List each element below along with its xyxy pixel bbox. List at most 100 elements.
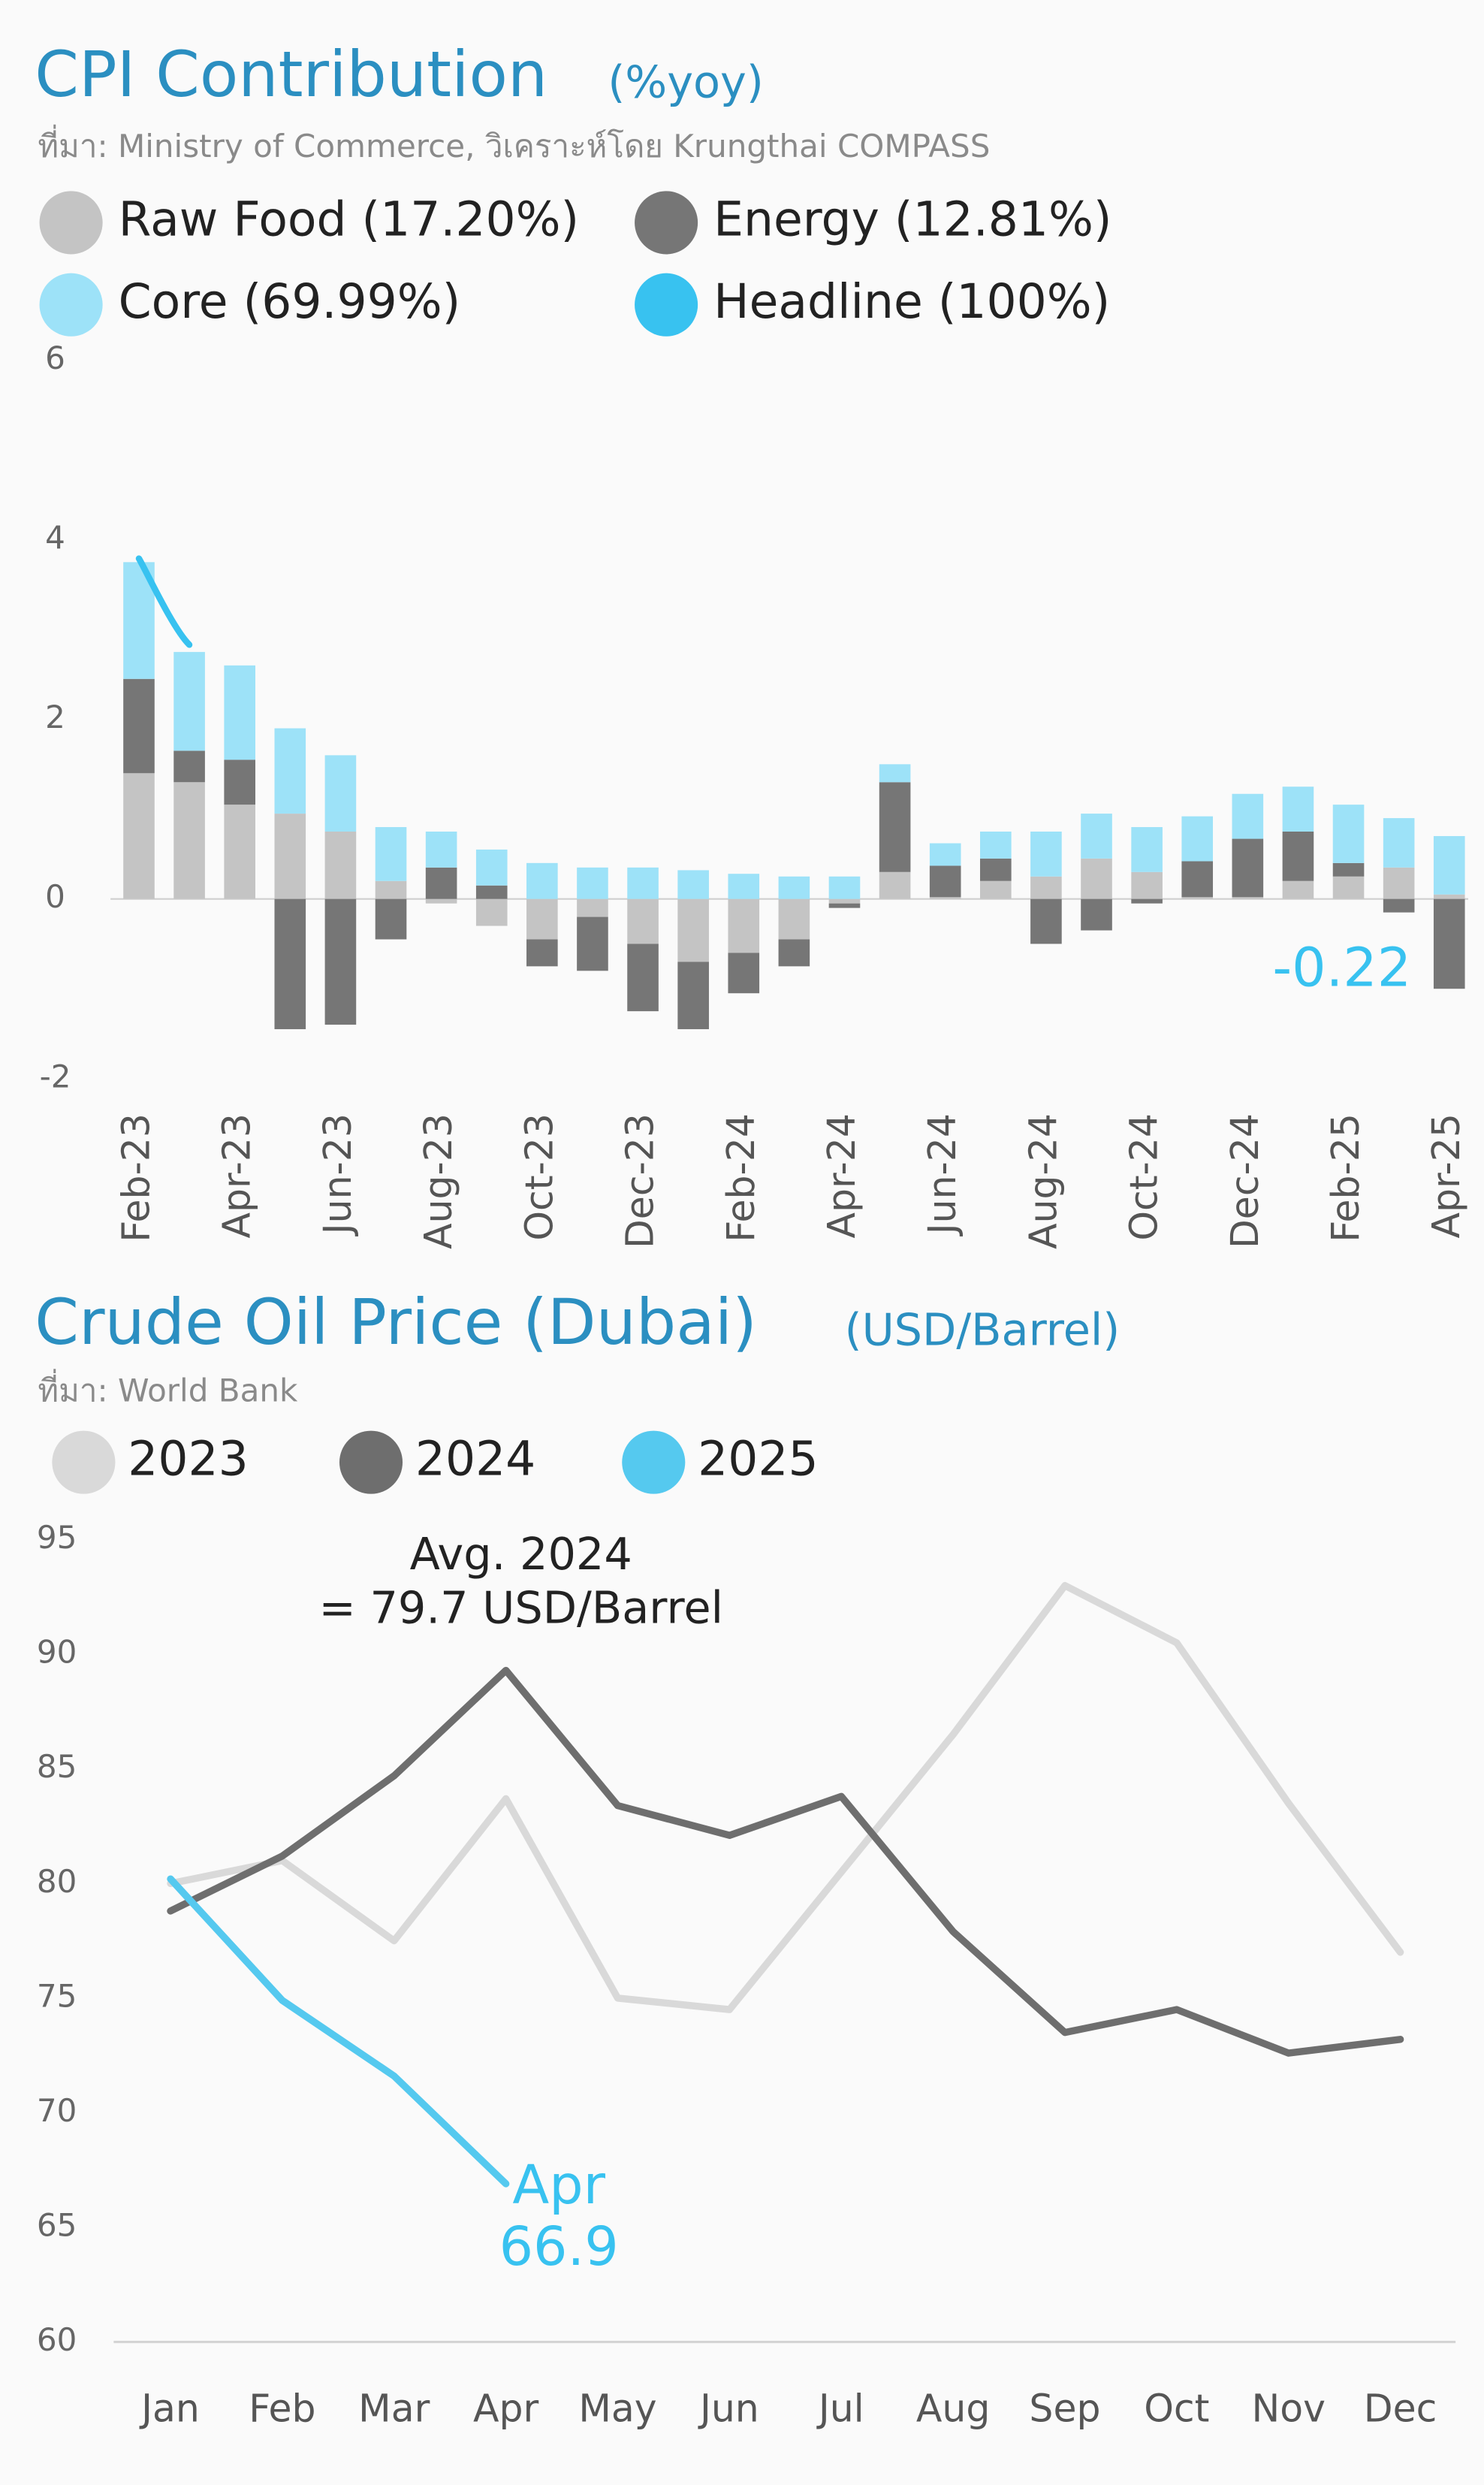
legend-swatch bbox=[39, 191, 103, 255]
x-tick-label: Feb-23 bbox=[113, 1113, 158, 1242]
y-tick-label: 95 bbox=[37, 1519, 77, 1556]
legend-label: Headline (100%) bbox=[713, 273, 1110, 329]
chart-title: Crude Oil Price (Dubai) bbox=[35, 1285, 757, 1359]
bar-segment bbox=[778, 939, 810, 967]
bar-segment bbox=[475, 885, 508, 899]
x-tick-label: Jul bbox=[816, 2387, 864, 2431]
bar-segment bbox=[425, 898, 457, 904]
x-tick-label: May bbox=[578, 2387, 656, 2431]
legend-swatch bbox=[635, 191, 698, 255]
y-tick-label: 75 bbox=[37, 1977, 77, 2014]
bar-segment bbox=[828, 898, 861, 904]
bar-segment bbox=[375, 898, 407, 940]
bar-segment bbox=[1081, 898, 1112, 931]
bar-segment bbox=[879, 782, 911, 872]
x-tick-label: Oct bbox=[1144, 2387, 1209, 2431]
bar-segment bbox=[1383, 867, 1415, 899]
x-tick-label: Mar bbox=[358, 2387, 430, 2431]
x-tick-label: Oct-24 bbox=[1122, 1113, 1166, 1241]
legend-swatch bbox=[339, 1430, 403, 1494]
bar-segment bbox=[526, 862, 558, 899]
bar-segment bbox=[1383, 898, 1415, 913]
bar-segment bbox=[627, 898, 659, 944]
y-tick-label: -2 bbox=[40, 1058, 71, 1095]
bar-segment bbox=[728, 874, 760, 899]
bar-segment bbox=[1433, 894, 1465, 899]
bar-segment bbox=[123, 773, 155, 899]
bar-segment bbox=[1433, 898, 1465, 989]
y-tick-label: 0 bbox=[45, 878, 65, 915]
bar-segment bbox=[627, 944, 659, 1012]
annotation: Avg. 2024 bbox=[410, 1528, 632, 1580]
chart-title: CPI Contribution bbox=[35, 38, 547, 111]
bar-segment bbox=[929, 897, 961, 899]
x-tick-label: Dec-23 bbox=[618, 1113, 662, 1249]
bar-segment bbox=[173, 782, 205, 899]
bar-segment bbox=[425, 831, 457, 868]
bar-segment bbox=[1181, 816, 1214, 862]
bar-segment bbox=[1081, 814, 1112, 859]
bar-segment bbox=[879, 871, 911, 899]
annotation: Apr bbox=[512, 2154, 605, 2216]
x-tick-label: Jun bbox=[698, 2387, 759, 2431]
x-tick-label: Aug bbox=[916, 2387, 990, 2431]
bar-segment bbox=[274, 898, 306, 1030]
bar-segment bbox=[677, 870, 709, 899]
x-tick-label: Jun-23 bbox=[315, 1113, 360, 1236]
bar-segment bbox=[677, 898, 709, 962]
bar-segment bbox=[778, 898, 810, 940]
x-tick-label: Feb bbox=[249, 2387, 315, 2431]
bar-segment bbox=[1332, 805, 1365, 863]
bar-segment bbox=[1181, 861, 1214, 898]
bar-segment bbox=[375, 880, 407, 899]
bar-segment bbox=[1332, 876, 1365, 899]
bar-segment bbox=[828, 876, 861, 899]
series-line bbox=[135, 555, 193, 648]
bar-segment bbox=[475, 898, 508, 926]
bar-segment bbox=[627, 867, 659, 899]
x-tick-label: Apr bbox=[473, 2387, 539, 2431]
y-tick-label: 4 bbox=[45, 519, 65, 556]
legend-swatch bbox=[39, 273, 103, 337]
legend-label: Raw Food (17.20%) bbox=[119, 191, 579, 246]
y-tick-label: 70 bbox=[37, 2092, 77, 2129]
bar-segment bbox=[1232, 897, 1264, 899]
bar-segment bbox=[879, 764, 911, 783]
legend-label: Core (69.99%) bbox=[119, 273, 461, 329]
legend-swatch bbox=[52, 1430, 116, 1494]
annotation: = 79.7 USD/Barrel bbox=[318, 1581, 722, 1633]
bar-segment bbox=[577, 867, 608, 899]
chart-subtitle: (%yoy) bbox=[608, 56, 764, 108]
legend-swatch bbox=[635, 273, 698, 337]
y-tick-label: 6 bbox=[45, 340, 65, 376]
x-tick-label: Jan bbox=[139, 2387, 200, 2431]
source-note: ที่มา: World Bank bbox=[38, 1369, 298, 1409]
bar-segment bbox=[173, 750, 205, 783]
x-tick-label: Feb-25 bbox=[1323, 1113, 1368, 1242]
bar-segment bbox=[1232, 793, 1264, 839]
annotation: -0.22 bbox=[1272, 936, 1411, 998]
bar-segment bbox=[1030, 898, 1062, 944]
bar-segment bbox=[1081, 858, 1112, 899]
bar-segment bbox=[324, 898, 357, 1025]
bar-segment bbox=[1131, 871, 1163, 899]
source-note: ที่มา: Ministry of Commerce, วิเคราะห์โด… bbox=[38, 125, 990, 165]
x-tick-label: Apr-23 bbox=[215, 1113, 259, 1238]
x-tick-label: Feb-24 bbox=[719, 1113, 763, 1242]
bar-segment bbox=[979, 880, 1012, 899]
bar-segment bbox=[728, 953, 760, 994]
x-tick-label: Aug-24 bbox=[1021, 1113, 1065, 1249]
bar-segment bbox=[475, 849, 508, 886]
legend-label: 2024 bbox=[415, 1431, 535, 1487]
bar-segment bbox=[728, 898, 760, 953]
x-tick-label: Apr-24 bbox=[819, 1113, 864, 1238]
series-line bbox=[167, 1666, 1404, 2057]
x-tick-label: Jun-24 bbox=[920, 1113, 964, 1236]
bar-segment bbox=[425, 867, 457, 899]
bar-segment bbox=[778, 876, 810, 899]
bar-segment bbox=[324, 755, 357, 832]
legend-label: 2025 bbox=[698, 1431, 818, 1487]
bar-segment bbox=[677, 962, 709, 1030]
bar-segment bbox=[1282, 831, 1314, 881]
